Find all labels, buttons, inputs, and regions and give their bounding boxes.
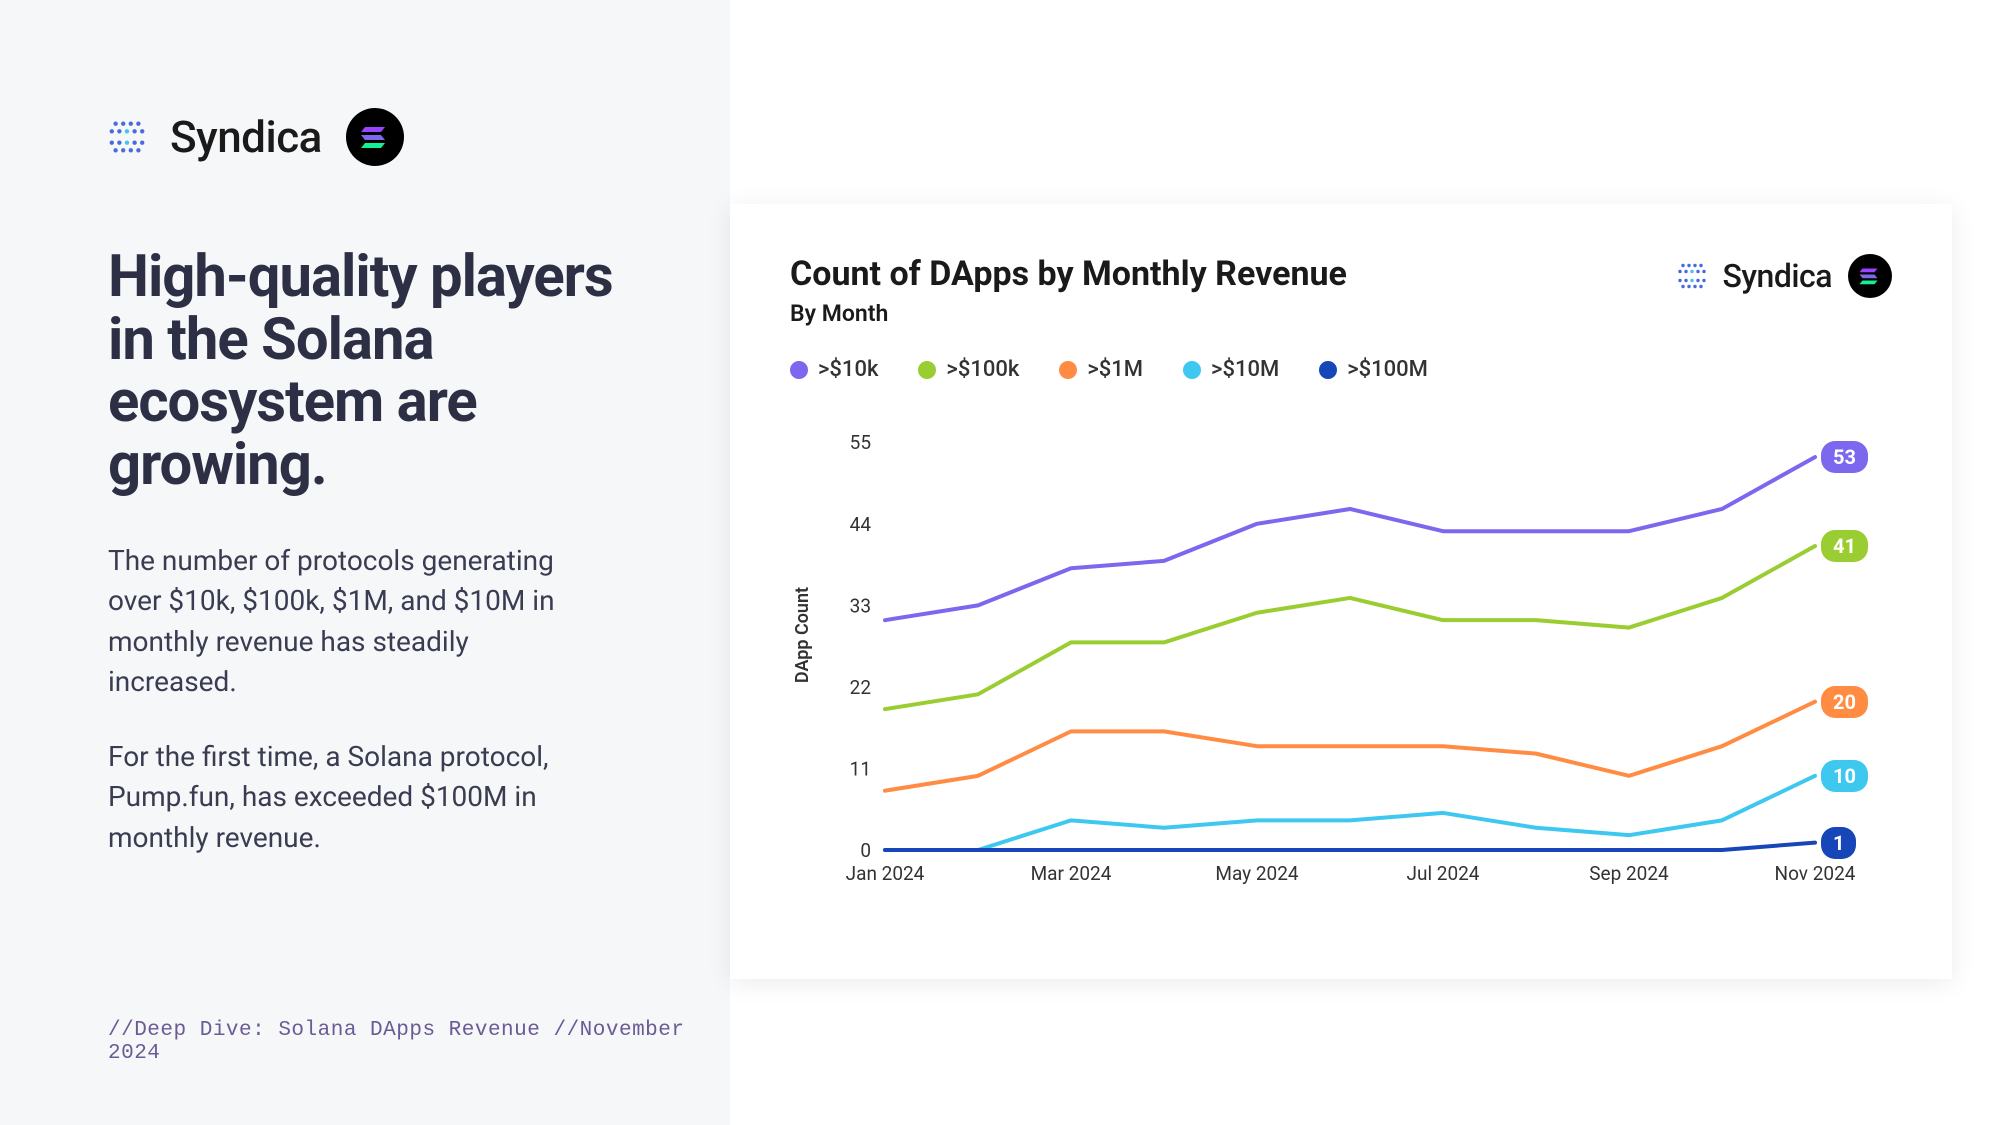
legend-dot-icon	[1183, 361, 1201, 379]
svg-text:33: 33	[850, 594, 871, 617]
solana-badge-icon	[1848, 254, 1892, 298]
chart-brand: Syndica	[1677, 254, 1893, 298]
svg-text:Sep 2024: Sep 2024	[1589, 862, 1669, 885]
svg-text:Jul 2024: Jul 2024	[1406, 862, 1479, 885]
series-line	[885, 457, 1815, 620]
brand-name: Syndica	[170, 111, 322, 163]
series-line	[885, 702, 1815, 791]
legend-dot-icon	[1059, 361, 1077, 379]
left-panel: Syndica High-quality players in the Sola…	[0, 0, 730, 1125]
chart-title: Count of DApps by Monthly Revenue	[790, 254, 1347, 294]
legend-label: >$1M	[1087, 357, 1143, 382]
syndica-logo-icon	[108, 118, 146, 156]
series-line	[885, 843, 1815, 850]
chart-legend: >$10k >$100k >$1M >$10M >$100M	[790, 357, 1892, 382]
syndica-logo-icon	[1677, 261, 1707, 291]
chart-brand-name: Syndica	[1723, 257, 1833, 295]
solana-badge-icon	[346, 108, 404, 166]
series-end-label: 20	[1821, 686, 1868, 718]
svg-text:May 2024: May 2024	[1215, 862, 1299, 885]
svg-text:55: 55	[850, 431, 871, 454]
paragraph-2: For the first time, a Solana protocol, P…	[108, 737, 588, 859]
legend-dot-icon	[1319, 361, 1337, 379]
legend-item: >$1M	[1059, 357, 1143, 382]
svg-text:Mar 2024: Mar 2024	[1031, 862, 1112, 885]
right-panel: Count of DApps by Monthly Revenue By Mon…	[730, 0, 2000, 1125]
svg-text:Nov 2024: Nov 2024	[1775, 862, 1856, 885]
svg-text:11: 11	[850, 757, 871, 780]
legend-label: >$100M	[1347, 357, 1428, 382]
legend-label: >$100k	[946, 357, 1019, 382]
series-line	[885, 776, 1815, 850]
svg-text:Jan 2024: Jan 2024	[846, 862, 925, 885]
series-end-label: 10	[1821, 760, 1868, 792]
line-chart-svg: 0 11 22 33 44 55 DApp Count Jan 2024 Mar 2024 May…	[790, 410, 1890, 900]
series-line	[885, 546, 1815, 709]
svg-text:0: 0	[860, 839, 871, 862]
chart-header: Count of DApps by Monthly Revenue By Mon…	[790, 254, 1892, 327]
paragraph-1: The number of protocols generating over …	[108, 541, 588, 703]
headline: High-quality players in the Solana ecosy…	[108, 246, 650, 497]
legend-label: >$10M	[1211, 357, 1279, 382]
legend-item: >$100M	[1319, 357, 1428, 382]
brand-row: Syndica	[108, 108, 650, 166]
legend-dot-icon	[790, 361, 808, 379]
chart-card: Count of DApps by Monthly Revenue By Mon…	[730, 204, 1952, 979]
legend-item: >$10M	[1183, 357, 1279, 382]
legend-dot-icon	[918, 361, 936, 379]
legend-label: >$10k	[818, 357, 878, 382]
series-end-label: 41	[1821, 530, 1868, 562]
chart-plot-area: 0 11 22 33 44 55 DApp Count Jan 2024 Mar 2024 May…	[790, 410, 1892, 900]
chart-subtitle: By Month	[790, 300, 1347, 327]
legend-item: >$100k	[918, 357, 1019, 382]
svg-text:22: 22	[850, 676, 871, 699]
legend-item: >$10k	[790, 357, 878, 382]
svg-text:44: 44	[850, 513, 872, 536]
series-end-label: 1	[1821, 827, 1856, 859]
series-end-label: 53	[1821, 441, 1868, 473]
svg-text:DApp Count: DApp Count	[792, 587, 813, 683]
footer-caption: //Deep Dive: Solana DApps Revenue //Nove…	[108, 1019, 730, 1065]
